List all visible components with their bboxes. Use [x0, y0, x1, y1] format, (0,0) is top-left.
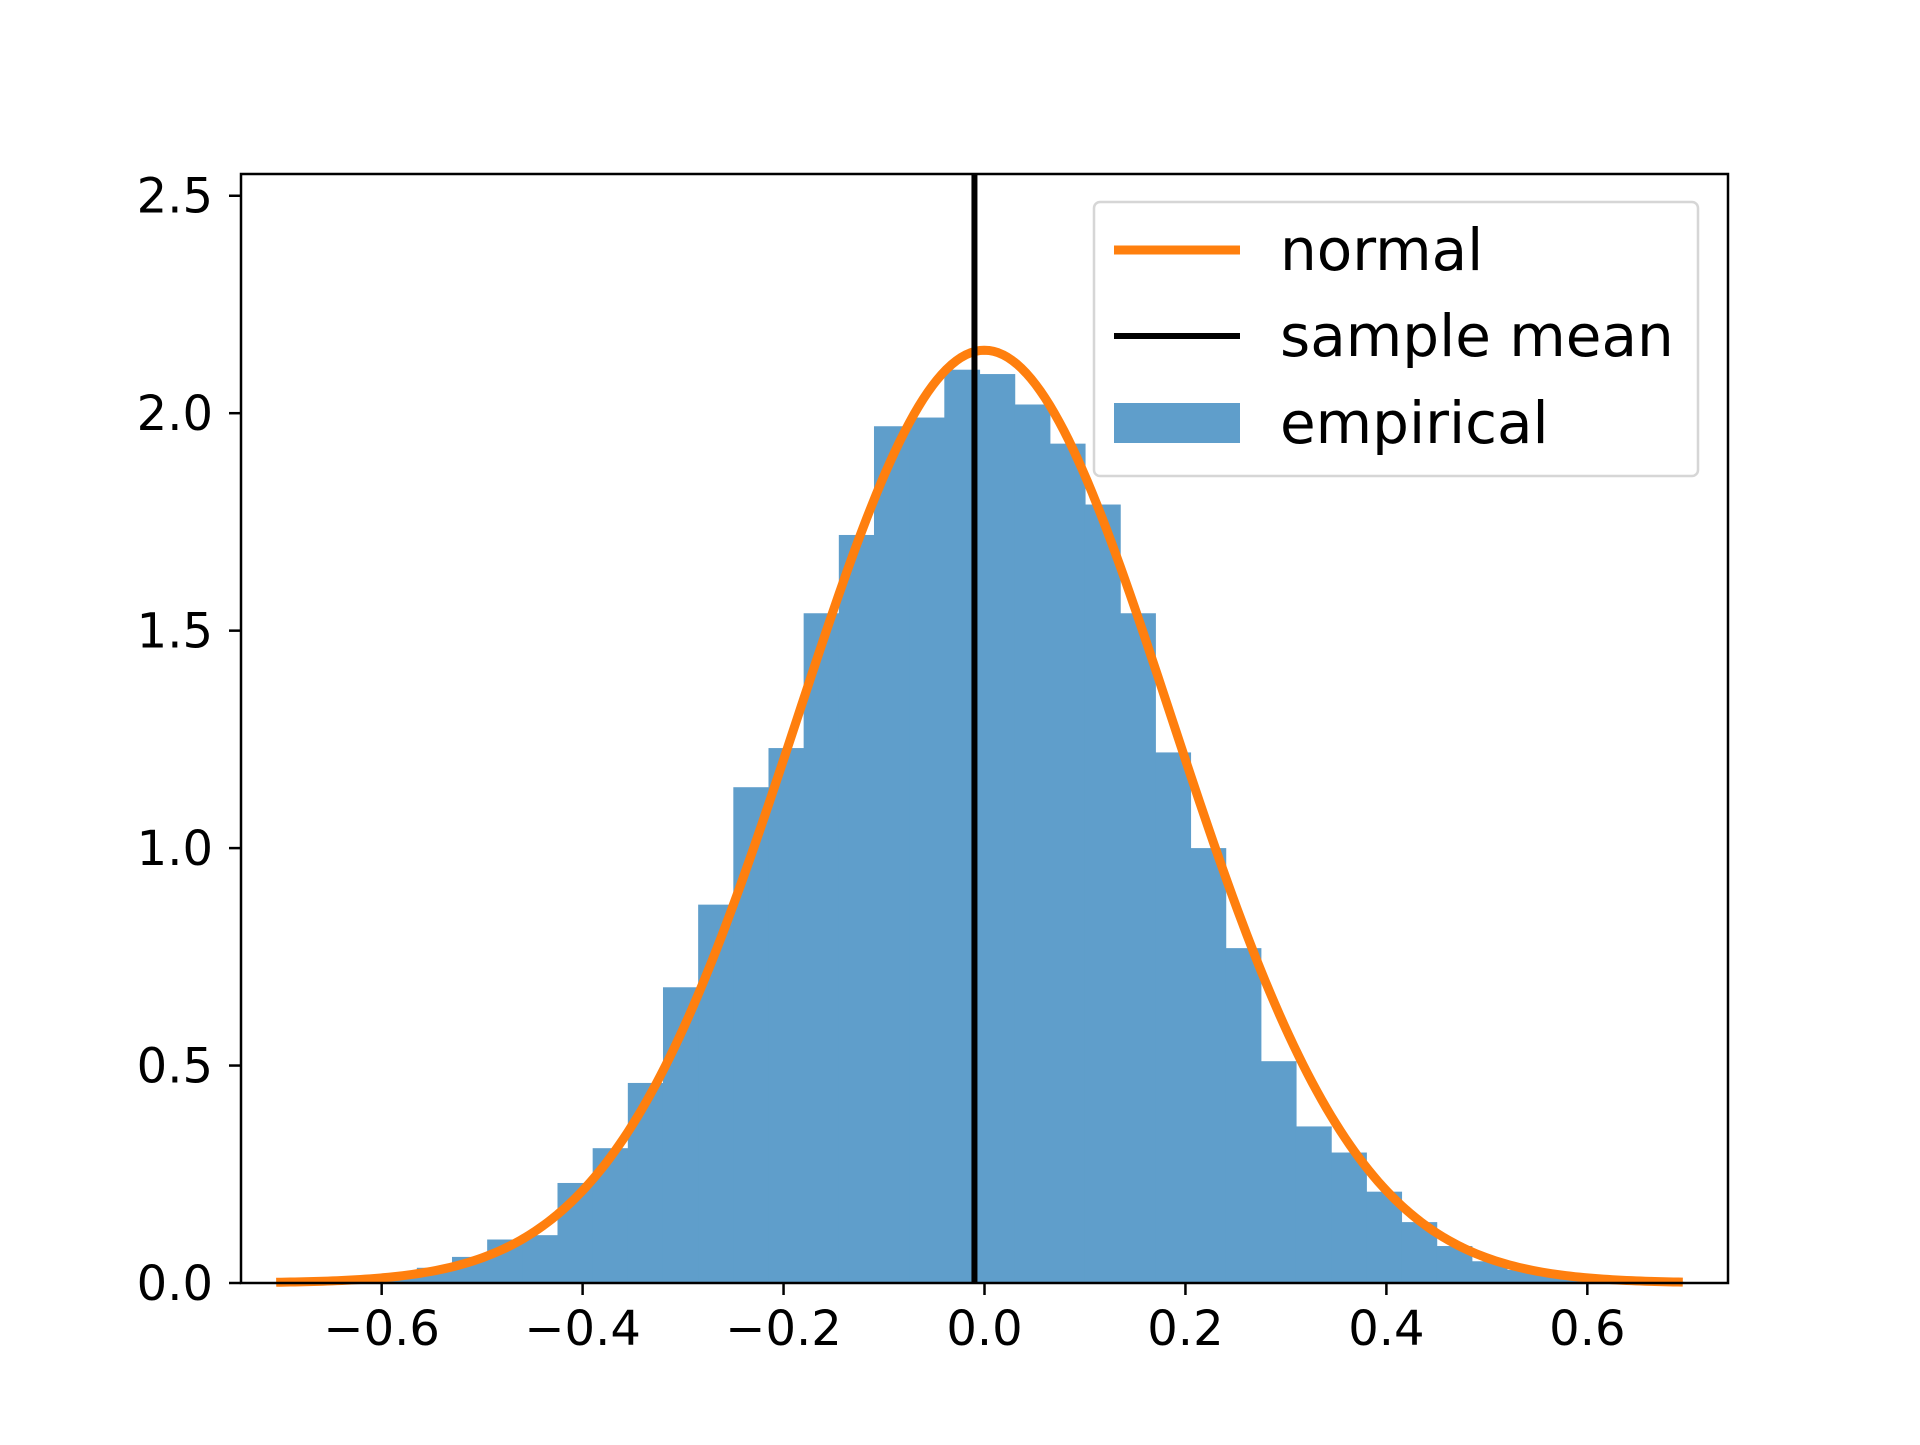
y-tick-label: 1.5 — [137, 604, 213, 660]
normal-curve-line — [276, 345, 1683, 1287]
histogram-bars — [276, 369, 1684, 1283]
x-tick-label: −0.6 — [323, 1301, 440, 1357]
x-tick-label: 0.2 — [1147, 1301, 1223, 1357]
histogram-bar — [1190, 848, 1227, 1283]
x-tick-label: −0.4 — [524, 1301, 641, 1357]
histogram-bar — [979, 374, 1016, 1283]
y-axis: 0.0 0.5 1.0 1.5 2.0 2.5 — [137, 169, 241, 1312]
histogram-bar — [733, 787, 770, 1283]
histogram-bar — [1260, 1061, 1297, 1283]
legend-empirical-label: empirical — [1280, 389, 1549, 457]
histogram-bar — [1014, 404, 1051, 1283]
x-tick-label: 0.0 — [946, 1301, 1022, 1357]
histogram-bar — [909, 417, 945, 1283]
histogram-bar — [1084, 504, 1121, 1283]
histogram-bar — [768, 748, 805, 1283]
histogram-bar — [1120, 613, 1156, 1283]
histogram-bar — [1049, 443, 1086, 1283]
histogram-bar — [873, 426, 910, 1283]
x-tick-label: 0.6 — [1549, 1301, 1625, 1357]
histogram-bar — [1225, 948, 1262, 1283]
legend: normal sample mean empirical — [1092, 200, 1700, 478]
histogram-bar — [522, 1235, 559, 1283]
histogram-bar — [1331, 1152, 1367, 1283]
histogram-bar — [1471, 1261, 1508, 1283]
histogram-bar — [1295, 1126, 1332, 1283]
legend-sample-mean-label: sample mean — [1280, 302, 1674, 370]
x-axis: −0.6 −0.4 −0.2 0.0 0.2 0.4 0.6 — [323, 1283, 1626, 1357]
histogram-bar — [803, 613, 840, 1283]
legend-empirical-swatch — [1114, 403, 1240, 443]
histogram-bar — [698, 904, 734, 1283]
histogram-bar — [627, 1082, 664, 1283]
x-tick-label: 0.4 — [1348, 1301, 1424, 1357]
legend-normal-label: normal — [1280, 216, 1483, 284]
legend-box — [1092, 200, 1700, 478]
x-tick-label: −0.2 — [725, 1301, 842, 1357]
normal-curve-layer — [276, 345, 1683, 1287]
y-tick-label: 1.0 — [137, 821, 213, 877]
y-tick-label: 2.5 — [137, 169, 213, 225]
histogram-bar — [1155, 752, 1192, 1283]
y-tick-label: 0.0 — [137, 1256, 213, 1312]
y-tick-label: 0.5 — [137, 1039, 213, 1095]
histogram-bar — [838, 534, 875, 1283]
y-tick-label: 2.0 — [137, 386, 213, 442]
histogram-bar — [1366, 1191, 1403, 1283]
